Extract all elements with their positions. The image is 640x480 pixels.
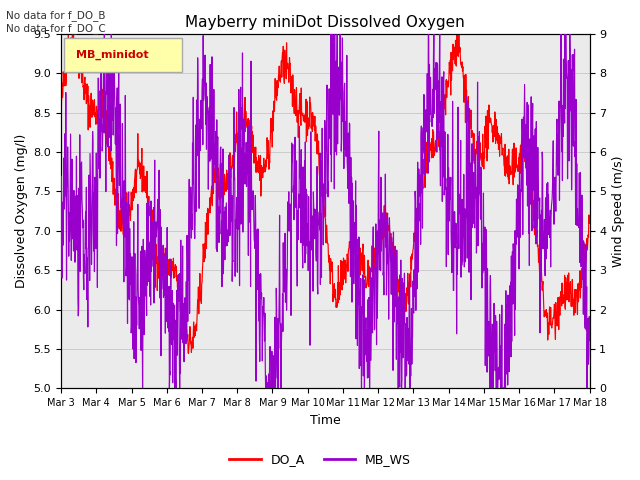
Text: MB_minidot: MB_minidot — [76, 50, 148, 60]
Text: No data for f_DO_C: No data for f_DO_C — [6, 23, 106, 34]
Y-axis label: Dissolved Oxygen (mg/l): Dissolved Oxygen (mg/l) — [15, 134, 28, 288]
Legend: DO_A, MB_WS: DO_A, MB_WS — [224, 448, 416, 471]
Text: No data for f_DO_B: No data for f_DO_B — [6, 11, 106, 22]
X-axis label: Time: Time — [310, 414, 340, 427]
Y-axis label: Wind Speed (m/s): Wind Speed (m/s) — [612, 156, 625, 267]
Title: Mayberry miniDot Dissolved Oxygen: Mayberry miniDot Dissolved Oxygen — [186, 15, 465, 30]
